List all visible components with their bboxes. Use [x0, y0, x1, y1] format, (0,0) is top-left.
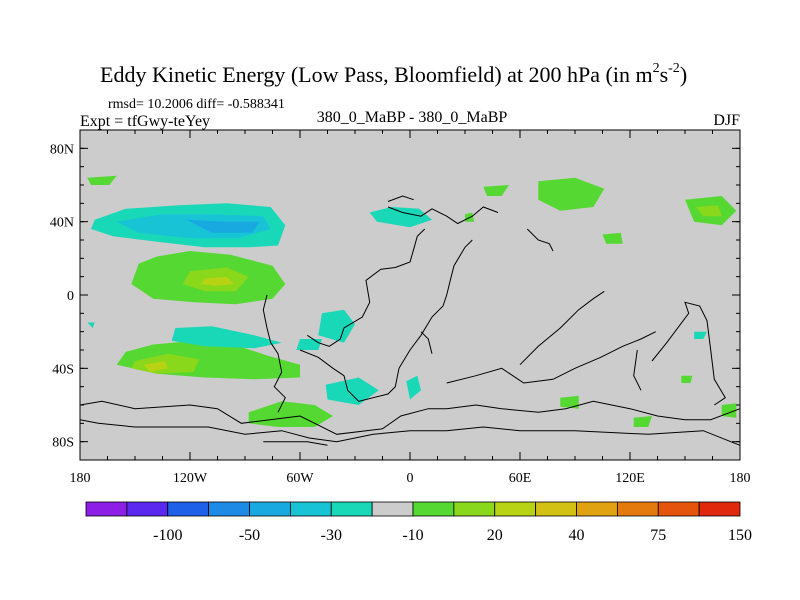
coastline-4 [307, 228, 426, 347]
title-units-close: ) [680, 62, 687, 87]
coastline-13 [526, 228, 554, 252]
x-tick-label: 0 [407, 471, 414, 486]
coastline-1 [79, 400, 741, 435]
anomaly-region-south-pacific-max [144, 361, 168, 372]
anomaly-region-tropical-pacific-max [201, 276, 234, 286]
colorbar-swatch [535, 501, 577, 517]
anomaly-region-north-atlantic-weak [369, 207, 432, 228]
anomaly-region-south-indian-weak [87, 322, 95, 328]
colorbar-label: 75 [650, 527, 666, 544]
subtitle-label: 380_0_MaBP - 380_0_MaBP [317, 109, 508, 126]
expt-label: Expt = tfGwy-teYey [80, 113, 210, 130]
x-tick-label: 60E [509, 471, 532, 486]
colorbar-label: -30 [321, 527, 342, 544]
title-units-sup1: 2 [653, 61, 660, 76]
y-tick-label: 80S [52, 436, 74, 451]
anomaly-region-east-asia-positive [538, 177, 605, 211]
coastline-6 [262, 294, 286, 413]
colorbar-swatch [657, 501, 700, 517]
y-tick-label: 40S [52, 362, 74, 377]
anomaly-region-antarctic-weak [694, 331, 707, 339]
anomaly-region-north-pacific-strong [186, 219, 260, 233]
coastline-8 [519, 290, 605, 366]
colorbar-swatch [371, 501, 414, 517]
stats-label: rmsd= 10.2006 diff= -0.588341 [108, 97, 285, 112]
colorbar-swatch [330, 501, 373, 517]
colorbar-swatch [126, 501, 169, 517]
x-tick-label: 60W [286, 471, 314, 486]
colorbar-labels: -100 -50 -30 -10 20 40 75 150 [153, 527, 752, 544]
anomaly-region-south-atlantic-weak [325, 377, 379, 405]
colorbar-label: -10 [402, 527, 423, 544]
anomaly-region-north-atlantic-small [87, 175, 117, 185]
coastline-9 [651, 301, 726, 406]
coastlines [79, 195, 741, 446]
colorbar-label: -100 [153, 527, 182, 544]
y-tick-label: 0 [67, 289, 74, 304]
x-tick-label: 120W [173, 471, 208, 486]
chart-title-main: Eddy Kinetic Energy (Low Pass, Bloomfiel… [100, 62, 653, 87]
colorbar-swatch [208, 501, 250, 517]
anomaly-region-indian-ocean-small [560, 395, 579, 409]
y-tick-label: 80N [50, 142, 74, 157]
plot-area: 180 120W 60W 0 60E 120E 180 80N 40N 0 40S 80S [50, 129, 751, 486]
x-tick-label: 120E [615, 471, 645, 486]
colorbar-label: 20 [487, 527, 503, 544]
colorbar-label: 150 [728, 527, 752, 544]
anomaly-region-australia-south-small [633, 416, 652, 427]
y-axis: 80N 40N 0 40S 80S [50, 129, 740, 461]
colorbar-swatch [412, 501, 455, 517]
colorbar-swatch [85, 501, 128, 517]
colorbar-swatch [249, 501, 291, 517]
colorbar-swatch [576, 501, 618, 517]
anomaly-region-central-asia-small [483, 185, 509, 196]
y-tick-label: 40N [50, 216, 74, 231]
colorbar-swatch [616, 501, 659, 517]
x-tick-label: 180 [730, 471, 751, 486]
colorbar-swatch [494, 501, 537, 517]
coastline-11 [387, 206, 499, 225]
colorbar-swatch [453, 501, 496, 517]
anomaly-region-north-pacific-east-core [696, 205, 722, 217]
anomaly-region-east-asia-small [602, 232, 623, 244]
coastline-14 [420, 331, 433, 354]
anomaly-region-south-atlantic-positive [248, 401, 333, 427]
anomaly-region-southern-atlantic-weak-2 [406, 375, 421, 400]
x-axis: 180 120W 60W 0 60E 120E 180 [70, 130, 751, 486]
colorbar-swatch [289, 501, 332, 517]
coastline-7 [446, 331, 656, 384]
coastline-5 [299, 239, 473, 402]
colorbar-label: -50 [239, 527, 260, 544]
anomaly-region-mid-atlantic-weak [318, 309, 355, 343]
x-tick-label: 180 [70, 471, 91, 486]
coastline-3 [263, 441, 328, 446]
colorbar-swatches [85, 501, 741, 517]
colorbar-swatch [698, 501, 741, 517]
coastline-12 [387, 195, 414, 202]
season-label: DJF [713, 112, 740, 129]
coastline-2 [79, 419, 741, 446]
anomaly-region-tropical-west-small [681, 375, 693, 383]
anomaly-regions [87, 175, 737, 427]
anomaly-region-central-pacific-weak [171, 326, 282, 349]
colorbar: -100 -50 -30 -10 20 40 75 150 [85, 501, 752, 544]
colorbar-swatch [167, 501, 210, 517]
anomaly-region-central-pacific-weak-2 [296, 339, 322, 350]
title-units-sup2: -2 [668, 61, 680, 76]
title-units-mid: s [660, 62, 669, 87]
coastline-10 [633, 349, 642, 391]
colorbar-label: 40 [569, 527, 585, 544]
chart-title: Eddy Kinetic Energy (Low Pass, Bloomfiel… [100, 61, 687, 87]
